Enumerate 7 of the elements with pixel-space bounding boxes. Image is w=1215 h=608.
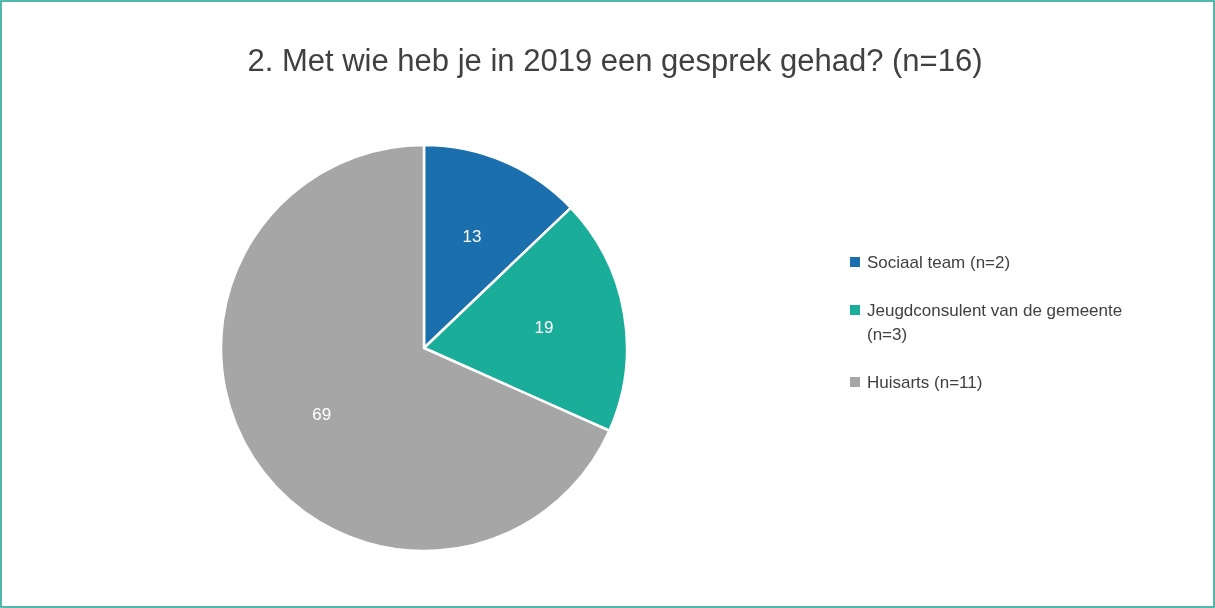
legend-label: Sociaal team (n=2) <box>867 252 1011 272</box>
data-label: 69 <box>312 405 332 425</box>
chart-title: 2. Met wie heb je in 2019 een gesprek gehad? (n=16) <box>247 42 983 78</box>
legend-label: Huisarts (n=11) <box>867 372 983 392</box>
legend-label: Jeugdconsulent van de gemeente (n=3) <box>867 300 1123 344</box>
data-label: 19 <box>534 318 554 338</box>
data-label: 13 <box>462 226 482 246</box>
